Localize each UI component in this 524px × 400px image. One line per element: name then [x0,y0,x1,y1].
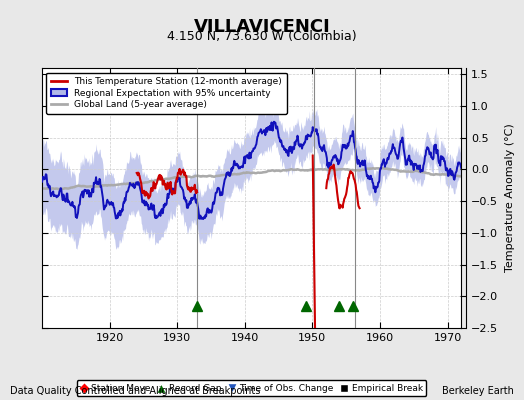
Y-axis label: Temperature Anomaly (°C): Temperature Anomaly (°C) [505,124,515,272]
Text: 4.150 N, 73.630 W (Colombia): 4.150 N, 73.630 W (Colombia) [167,30,357,43]
Text: VILLAVICENCI: VILLAVICENCI [194,18,330,36]
Text: Data Quality Controlled and Aligned at Breakpoints: Data Quality Controlled and Aligned at B… [10,386,261,396]
Text: Berkeley Earth: Berkeley Earth [442,386,514,396]
Legend: Station Move, Record Gap, Time of Obs. Change, Empirical Break: Station Move, Record Gap, Time of Obs. C… [77,380,427,396]
